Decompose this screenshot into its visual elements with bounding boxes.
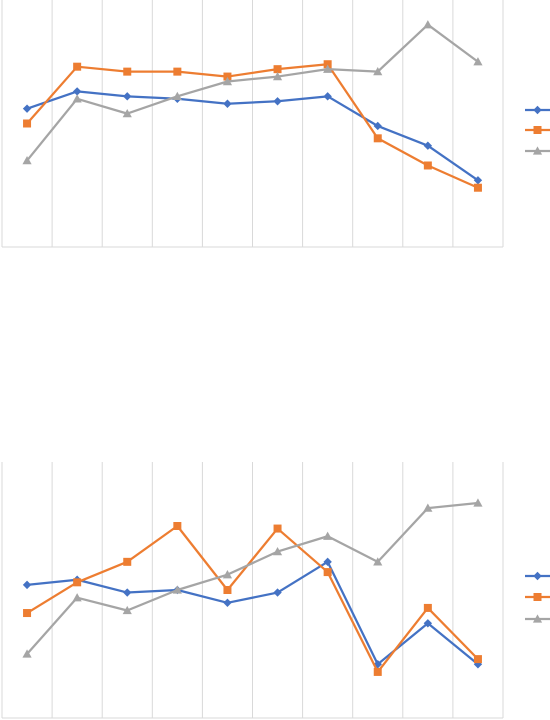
series-s3 [22,498,483,658]
gridlines [1,462,504,718]
data-point [323,568,332,577]
data-point [123,557,132,566]
data-point [223,598,232,607]
data-point [223,99,232,108]
legend-marker [533,105,542,115]
data-point [122,605,132,615]
data-point [173,522,182,530]
data-point [72,87,82,96]
data-point [473,183,482,192]
data-point [323,557,332,567]
legend-marker [533,126,542,134]
legend [525,105,550,155]
data-point [223,72,232,81]
data-point [423,161,432,170]
data-point [373,667,382,676]
data-point [373,67,383,76]
data-point [272,71,283,81]
data-point [73,62,82,71]
data-point [473,655,482,664]
series-line [26,23,479,162]
data-point [273,97,282,106]
data-point [72,593,82,602]
legend-item-s3 [525,614,550,623]
legend-item-s2 [525,126,550,134]
data-point [173,67,182,76]
data-point [273,588,282,597]
chart-2 [1,462,550,719]
chart-1 [1,0,550,248]
data-point [473,57,483,66]
legend-item-s1 [525,571,550,581]
series-s2 [23,60,482,192]
data-point [22,580,32,590]
series-line [26,90,479,182]
data-point [423,619,433,628]
data-point [373,121,382,131]
data-point [423,141,433,150]
data-point [122,109,132,118]
series-s1 [22,87,483,185]
legend-marker [532,146,543,155]
data-point [373,134,382,143]
data-point [123,67,132,76]
legend-marker [533,593,542,601]
data-point [22,649,32,658]
legend-marker [533,571,542,581]
legend-item-s1 [525,105,550,115]
data-point [172,585,182,594]
legend [525,571,550,623]
series-line [26,524,479,674]
data-point [272,547,283,556]
series-line [26,560,479,666]
data-point [473,176,483,185]
data-point [423,503,433,512]
data-point [273,524,282,533]
data-point [222,76,233,86]
data-point [22,155,32,165]
legend-item-s2 [525,593,550,601]
data-point [423,603,432,612]
data-point [323,92,332,101]
data-point [123,588,132,597]
data-point [23,609,32,618]
data-point [22,104,32,113]
data-point [373,557,383,566]
data-point [223,586,232,594]
data-point [323,60,332,69]
data-point [323,64,333,73]
data-point [273,65,282,74]
data-point [323,531,333,540]
series-line [26,63,479,189]
data-point [222,570,233,579]
data-point [473,498,483,507]
data-point [23,119,32,128]
legend-marker [532,614,543,623]
data-point [73,578,82,587]
gridlines [1,0,504,247]
series-s2 [23,522,482,676]
data-point [72,94,82,103]
data-point [123,92,132,101]
data-point [423,20,433,29]
data-point [172,91,182,101]
series-line [26,501,479,655]
series-s3 [22,20,483,165]
legend-item-s3 [525,146,550,155]
